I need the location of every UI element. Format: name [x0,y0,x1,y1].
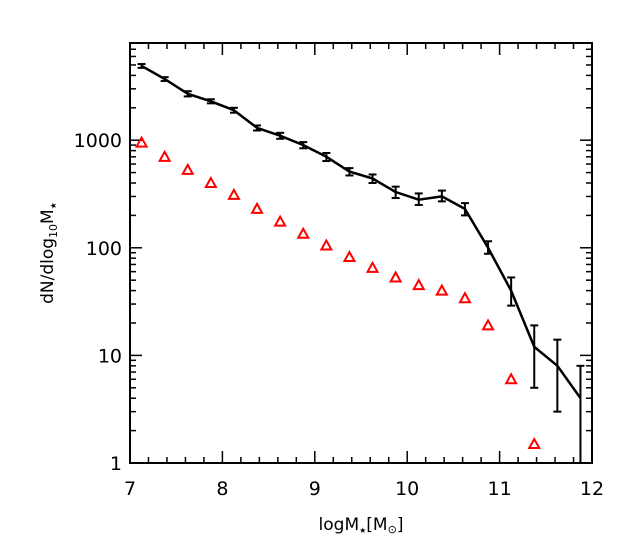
red-triangle-point [388,270,403,283]
red-triangle-point [527,436,541,450]
x-axis-label-main: logM [319,515,360,535]
red-triangle-point [273,214,287,227]
axis-ticks [129,42,593,464]
red-triangle-point [157,149,172,162]
red-triangle-point [481,318,495,331]
y-axis-label-sub2: ★ [49,202,58,209]
x-tick-label: 10 [395,478,419,500]
red-triangle-point [435,283,449,296]
red-triangle-point [204,175,218,188]
series-black-line [137,63,585,464]
plot-frame [129,42,593,464]
y-tick-label: 100 [86,238,122,260]
red-triangle-point [134,135,149,148]
x-tick-labels: 7 8 9 10 11 12 [124,478,604,500]
x-tick-label: 8 [216,478,228,500]
x-tick-label: 11 [488,478,512,500]
x-axis-label-sub2: ⊙ [388,523,397,536]
y-axis-label-sub: 10 [47,224,60,238]
red-triangle-point [250,201,264,214]
y-tick-label: 1000 [74,130,122,152]
red-triangle-point [365,260,380,273]
red-triangle-point [181,162,195,175]
red-triangle-point [412,278,426,291]
series-red-triangles [134,135,541,450]
red-triangle-point [319,238,334,251]
red-triangle-point [296,226,310,239]
red-triangle-point [504,372,518,385]
red-triangle-point [342,250,357,263]
black-series-line [140,64,582,399]
y-tick-label: 10 [98,345,122,367]
y-axis-label-pre: dN/dlog [38,238,58,304]
red-triangle-point [227,187,241,200]
red-triangle-point [458,291,472,304]
y-axis-label-main: M [38,209,58,224]
y-tick-label: 1 [110,453,122,475]
y-axis-label: dN/dlog10M★ [38,202,60,304]
x-axis-label-bracket-close: ] [397,515,404,535]
x-axis-label-bracket-open: [M [366,515,387,535]
y-tick-labels: 1 10 100 1000 [74,130,122,475]
x-axis-label-sub: ★ [359,526,366,535]
x-tick-label: 12 [580,478,604,500]
x-tick-label: 7 [124,478,136,500]
x-axis-label: logM★[M⊙] [319,515,404,536]
x-tick-label: 9 [309,478,321,500]
